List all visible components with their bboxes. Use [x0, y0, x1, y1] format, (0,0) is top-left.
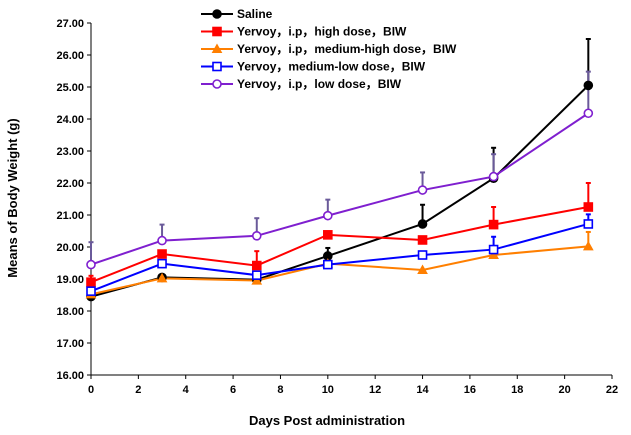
- data-point: [251, 231, 262, 241]
- x-tick-label: 2: [135, 384, 141, 396]
- legend-marker: [212, 61, 222, 72]
- data-point: [583, 108, 594, 119]
- y-tick-label: 22.00: [56, 178, 84, 190]
- data-point: [583, 202, 594, 212]
- data-point: [251, 275, 263, 285]
- x-tick-label: 14: [416, 384, 429, 396]
- x-tick-label: 8: [277, 384, 283, 396]
- data-point: [417, 264, 428, 275]
- data-point: [323, 259, 333, 270]
- legend-label: Saline: [237, 7, 273, 21]
- x-tick-label: 16: [464, 384, 476, 396]
- y-axis-title: Means of Body Weight (g): [5, 118, 20, 277]
- axes: 16.00 17.00 18.00 19.00 20.00 21.00 22.00 23.00…: [56, 18, 618, 396]
- data-point: [156, 272, 168, 283]
- y-tick-label: 24.00: [56, 114, 84, 126]
- data-point: [488, 249, 499, 259]
- legend-label: Yervoy，medium-low dose，BIW: [237, 60, 426, 74]
- x-tick-label: 4: [183, 384, 190, 396]
- y-tick-label: 16.00: [56, 370, 84, 382]
- x-tick-label: 6: [230, 384, 236, 396]
- data-point: [488, 244, 499, 255]
- data-point: [417, 219, 428, 229]
- legend: Saline Yervoy，i.p，high dose，BIW Yervoy，i.p…: [201, 7, 457, 91]
- error-bars: [88, 38, 591, 283]
- y-tick-label: 20.00: [56, 242, 84, 254]
- data-point: [157, 235, 167, 246]
- data-point: [417, 235, 428, 245]
- data-point: [488, 219, 499, 230]
- x-tick-label: 0: [88, 384, 94, 396]
- data-point: [86, 277, 96, 288]
- series-markers: [85, 80, 594, 302]
- data-point: [86, 286, 96, 296]
- x-axis-title: Days Post administration: [249, 413, 405, 428]
- legend-marker: [212, 26, 222, 37]
- legend-marker: [211, 43, 223, 53]
- legend-label: Yervoy，i.p，medium-high dose，BIW: [237, 42, 457, 56]
- data-point: [488, 171, 499, 182]
- y-tick-label: 27.00: [56, 18, 84, 30]
- data-point: [323, 210, 333, 221]
- x-tick-label: 22: [606, 384, 618, 396]
- data-point: [583, 219, 594, 229]
- x-tick-label: 10: [322, 384, 334, 396]
- x-tick-label: 18: [511, 384, 523, 396]
- data-point: [251, 260, 262, 271]
- data-point: [157, 258, 167, 269]
- legend-label: Yervoy，i.p，low dose，BIW: [237, 77, 402, 91]
- y-tick-label: 23.00: [56, 146, 84, 158]
- y-tick-label: 19.00: [56, 274, 84, 286]
- y-tick-label: 26.00: [56, 50, 84, 62]
- legend-marker: [212, 79, 222, 89]
- data-point: [417, 250, 428, 260]
- data-point: [582, 240, 594, 251]
- legend-marker: [212, 9, 222, 19]
- y-tick-label: 17.00: [56, 338, 84, 350]
- y-tick-label: 25.00: [56, 82, 84, 94]
- legend-label: Yervoy，i.p，high dose，BIW: [237, 25, 407, 39]
- y-tick-label: 18.00: [56, 306, 84, 318]
- x-tick-label: 20: [559, 384, 571, 396]
- data-point: [417, 185, 428, 195]
- data-point: [323, 230, 333, 240]
- data-point: [86, 259, 96, 270]
- data-point: [251, 270, 262, 280]
- data-point: [157, 249, 167, 259]
- y-tick-label: 21.00: [56, 210, 84, 222]
- data-point: [583, 80, 594, 91]
- x-tick-label: 12: [369, 384, 381, 396]
